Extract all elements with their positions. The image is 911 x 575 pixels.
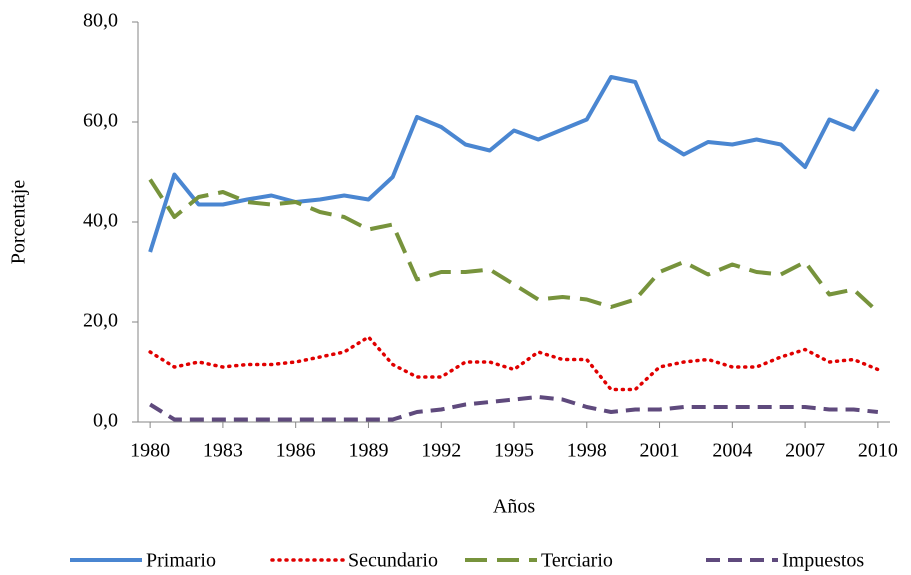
x-tick-label: 1989: [348, 440, 388, 462]
legend-label: Secundario: [348, 550, 438, 572]
y-tick-label: 80,0: [83, 10, 118, 32]
y-tick-label: 60,0: [83, 110, 118, 132]
x-tick-label: 2004: [712, 440, 752, 462]
x-tick-label: 1980: [130, 440, 170, 462]
legend-label: Terciario: [541, 550, 613, 572]
legend-label: Impuestos: [782, 550, 864, 572]
series-line: [148, 178, 880, 314]
x-tick-label: 2007: [785, 440, 825, 462]
series-line: [149, 395, 879, 422]
y-tick-label: 20,0: [83, 310, 118, 332]
x-tick-label: 2010: [858, 440, 898, 462]
x-axis-title: Años: [493, 496, 535, 518]
x-tick-label: 1995: [494, 440, 534, 462]
x-tick-label: 1986: [276, 440, 316, 462]
x-tick-label: 2001: [640, 440, 680, 462]
legend-label: Primario: [146, 550, 216, 572]
series-line: [148, 335, 880, 392]
y-tick-label: 40,0: [83, 210, 118, 232]
series-line: [148, 75, 880, 253]
y-tick-label: 0,0: [93, 410, 118, 432]
x-tick-label: 1983: [203, 440, 243, 462]
x-tick-label: 1998: [567, 440, 607, 462]
x-tick-label: 1992: [421, 440, 461, 462]
y-axis-title: Porcentaje: [8, 180, 30, 265]
